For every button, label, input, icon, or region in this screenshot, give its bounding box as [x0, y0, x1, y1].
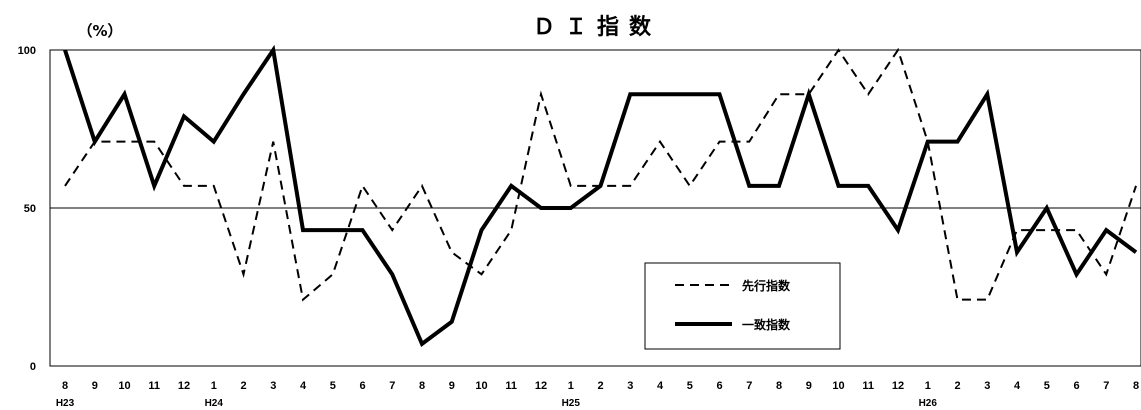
data-point: [957, 299, 958, 300]
x-tick-label: 9: [806, 380, 812, 392]
x-tick-label: 5: [330, 380, 336, 392]
x-tick-label: 4: [300, 380, 307, 392]
data-point: [987, 299, 988, 300]
data-point: [362, 185, 363, 186]
x-tick-label: 6: [359, 380, 365, 392]
data-point: [511, 230, 512, 231]
x-tick-label: 3: [984, 380, 990, 392]
y-tick-label: 50: [24, 203, 36, 215]
series-line-leading-index: [64, 47, 1137, 302]
y-axis-unit: （%）: [77, 22, 122, 40]
x-tick-label: 1: [211, 380, 217, 392]
x-tick-label: 4: [1014, 380, 1021, 392]
x-tick-label: 12: [178, 380, 190, 392]
x-tick-label: 8: [419, 380, 425, 392]
x-tick-label: 12: [892, 380, 904, 392]
x-tick-label: 11: [862, 380, 874, 392]
x-era-label: H26: [919, 398, 938, 409]
x-era-label: H24: [205, 398, 224, 409]
x-tick-label: 4: [657, 380, 664, 392]
data-point: [1076, 230, 1077, 231]
chart-title: ＤＩ指数: [533, 14, 661, 40]
x-tick-label: 10: [832, 380, 844, 392]
y-axis-ticks: 0 50 100: [18, 45, 36, 373]
x-tick-label: 5: [687, 380, 693, 392]
x-tick-label: 12: [535, 380, 547, 392]
x-tick-label: 9: [92, 380, 98, 392]
data-point: [451, 252, 452, 253]
x-tick-label: 8: [1133, 380, 1139, 392]
data-point: [1017, 230, 1018, 231]
legend-label-coincident: 一致指数: [742, 317, 791, 332]
series-lines: [63, 44, 1138, 347]
x-tick-label: 11: [505, 380, 517, 392]
x-era-label: H23: [56, 398, 75, 409]
x-tick-label: 7: [746, 380, 752, 392]
x-tick-label: 5: [1044, 380, 1050, 392]
x-tick-label: 1: [568, 380, 574, 392]
y-tick-label: 0: [30, 361, 36, 373]
series-line-coincident-index: [63, 44, 1138, 347]
x-tick-label: 1: [925, 380, 931, 392]
data-point: [332, 274, 333, 275]
x-tick-label: 8: [776, 380, 782, 392]
x-tick-label: 7: [389, 380, 395, 392]
x-tick-label: 3: [627, 380, 633, 392]
data-point: [1046, 230, 1047, 231]
x-axis-ticks: 8 9 10 11 12 1 2 3 4 5 6 7 8 9 10 11 12 1 2 3 4 5 6 7 8 9 10 11 12 1 2…: [56, 380, 1139, 409]
legend: 先行指数 一致指数: [644, 262, 841, 350]
y-tick-label: 100: [18, 45, 36, 57]
x-tick-label: 2: [240, 380, 246, 392]
x-tick-label: 3: [270, 380, 276, 392]
x-tick-label: 2: [597, 380, 603, 392]
x-tick-label: 7: [1103, 380, 1109, 392]
legend-label-leading: 先行指数: [742, 278, 791, 293]
x-tick-label: 2: [954, 380, 960, 392]
x-tick-label: 6: [716, 380, 722, 392]
x-tick-label: 11: [148, 380, 160, 392]
data-point: [779, 94, 780, 95]
data-point: [689, 185, 690, 186]
x-era-label: H25: [562, 398, 581, 409]
x-tick-label: 9: [449, 380, 455, 392]
x-tick-label: 10: [118, 380, 130, 392]
x-tick-label: 8: [62, 380, 68, 392]
x-tick-label: 6: [1073, 380, 1079, 392]
legend-box: [644, 262, 841, 350]
x-tick-label: 10: [475, 380, 487, 392]
